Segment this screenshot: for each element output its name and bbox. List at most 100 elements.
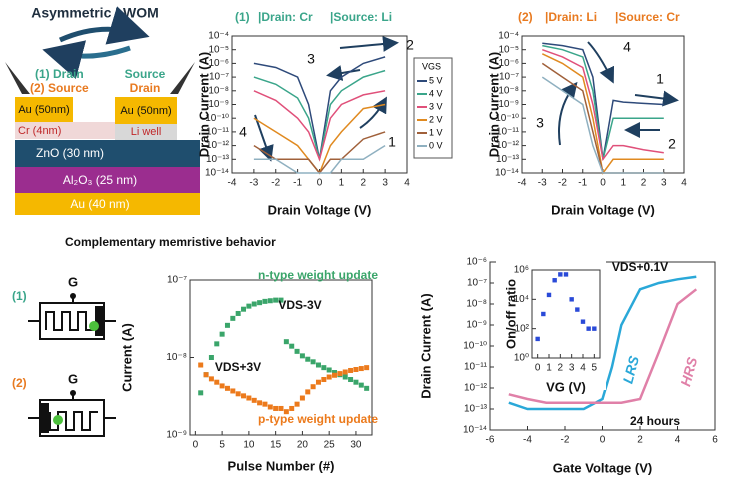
- data-point: [364, 365, 370, 371]
- x-tick-label: -4: [228, 178, 237, 189]
- data-point: [267, 298, 273, 304]
- series-line: [253, 69, 386, 160]
- comb: [45, 311, 94, 331]
- x-tick-label: 0: [600, 178, 606, 189]
- y-tick-label: 10⁻⁷: [499, 72, 519, 83]
- legend-label: 3 V: [429, 101, 443, 111]
- x-tick-label: 3: [569, 363, 575, 374]
- x-tick-label: 3: [382, 178, 388, 189]
- data-point: [235, 391, 241, 397]
- probe: [5, 62, 30, 94]
- y-tick-label: 10⁻⁸: [208, 85, 229, 96]
- data-point: [224, 322, 230, 328]
- x-tick-label: 5: [592, 363, 598, 374]
- electrode: [41, 403, 49, 433]
- series-line: [253, 131, 386, 175]
- data-point: [541, 311, 546, 317]
- legend-label: 4 V: [429, 88, 443, 98]
- y-tick-label: 10⁻⁹: [208, 99, 229, 110]
- comb: [49, 411, 98, 431]
- series-label: n-type weight update: [258, 268, 378, 282]
- data-point: [332, 370, 338, 376]
- chart-subtitle: |Source: Li: [330, 10, 392, 24]
- y-tick-label: 10⁻¹⁰: [463, 341, 487, 352]
- rotate-arrow: [42, 40, 131, 79]
- y-tick-label: 10⁶: [514, 265, 529, 276]
- data-point: [289, 405, 295, 411]
- y-tick-label: 10⁻¹⁴: [463, 425, 487, 436]
- y-tick-label: 10⁻¹²: [496, 140, 520, 151]
- data-point: [257, 400, 263, 406]
- annotation: 4: [239, 124, 247, 140]
- x-tick-label: 4: [681, 178, 687, 189]
- data-point: [299, 353, 305, 359]
- series-line: [253, 90, 386, 162]
- data-point: [358, 382, 364, 388]
- x-axis-label: VG (V): [546, 379, 586, 394]
- annotation: 2: [668, 136, 676, 152]
- chart-title: (2): [518, 10, 533, 24]
- layer-label: Cr (4nm): [18, 125, 61, 137]
- y-tick-label: 10⁻¹³: [464, 404, 488, 415]
- data-point: [299, 395, 305, 401]
- data-point: [348, 377, 354, 383]
- chart: 10⁰ 10² 10⁴ 10⁶ 0 1 2 3 4 5 VG (V) On/off ratio: [496, 260, 606, 394]
- data-point: [257, 300, 263, 306]
- annotation: 2: [406, 37, 414, 53]
- data-point: [203, 372, 209, 378]
- x-tick-label: -3: [538, 178, 547, 189]
- y-tick-label: 10⁻⁷: [209, 72, 229, 83]
- zno-layer: [15, 140, 200, 167]
- data-point: [580, 319, 586, 324]
- device-box: [39, 302, 105, 340]
- y-tick-label: 10⁻⁴: [208, 31, 229, 42]
- plot-frame: [531, 269, 601, 359]
- y-tick-label: 10⁻¹⁰: [495, 113, 519, 124]
- y-tick-label: 10⁻⁵: [498, 44, 519, 55]
- x-tick-label: 0: [193, 440, 199, 451]
- series-line: [508, 275, 697, 411]
- li-dot: [89, 321, 99, 331]
- x-tick-label: 0: [600, 435, 606, 446]
- x-tick-label: 0: [317, 178, 323, 189]
- y-tick-label: 10⁻¹¹: [206, 127, 230, 138]
- data-point: [219, 331, 225, 337]
- annotation: VDS+0.1V: [612, 260, 668, 274]
- data-point: [321, 377, 327, 383]
- data-point: [278, 405, 284, 411]
- data-point: [315, 379, 321, 385]
- data-point: [337, 371, 343, 377]
- device-diagram: Asymmetric LWOM (1) Drain (2) Source Sou…: [5, 5, 200, 215]
- x-tick-label: 20: [297, 440, 309, 451]
- y-tick-label: 10⁻¹⁴: [495, 168, 519, 179]
- chart-title: (1): [235, 10, 250, 24]
- x-axis-label: Pulse Number (#): [228, 458, 335, 473]
- x-tick-label: -2: [561, 435, 570, 446]
- data-point: [353, 379, 359, 385]
- label: Source: [125, 67, 166, 81]
- series-line: [508, 288, 698, 404]
- y-tick-label: 10⁰: [514, 353, 529, 364]
- x-tick-label: -3: [249, 178, 258, 189]
- x-tick-label: 2: [558, 363, 564, 374]
- chart-subtitle: |Drain: Li: [545, 10, 597, 24]
- x-tick-label: -6: [486, 435, 495, 446]
- layer-label: ZnO (30 nm): [36, 146, 104, 160]
- chart: 10⁻¹⁴ 10⁻¹³ 10⁻¹² 10⁻¹¹ 10⁻¹⁰ 10⁻⁹ 10⁻⁸ 10⁻⁷ 10⁻…: [418, 257, 718, 476]
- x-axis-label: Gate Voltage (V): [553, 460, 652, 475]
- chart-subtitle: |Source: Cr: [615, 10, 680, 24]
- chart-subtitle: |Drain: Cr: [258, 10, 313, 24]
- legend-label: 5 V: [429, 75, 443, 85]
- al2o3-layer: [15, 167, 200, 193]
- data-point: [289, 343, 295, 349]
- y-axis-label: Drain Current (A): [418, 293, 433, 398]
- y-tick-label: 10⁻¹³: [206, 154, 230, 165]
- layer-label: Au (40 nm): [70, 197, 129, 211]
- data-point: [219, 383, 225, 389]
- y-axis-label: Drain Current (A): [486, 52, 501, 157]
- layer-label: Au (50nm): [120, 105, 171, 117]
- data-point: [558, 272, 563, 277]
- y-axis-label: Drain Current (A): [196, 52, 211, 157]
- x-tick-label: -4: [523, 435, 532, 446]
- data-point: [251, 397, 257, 403]
